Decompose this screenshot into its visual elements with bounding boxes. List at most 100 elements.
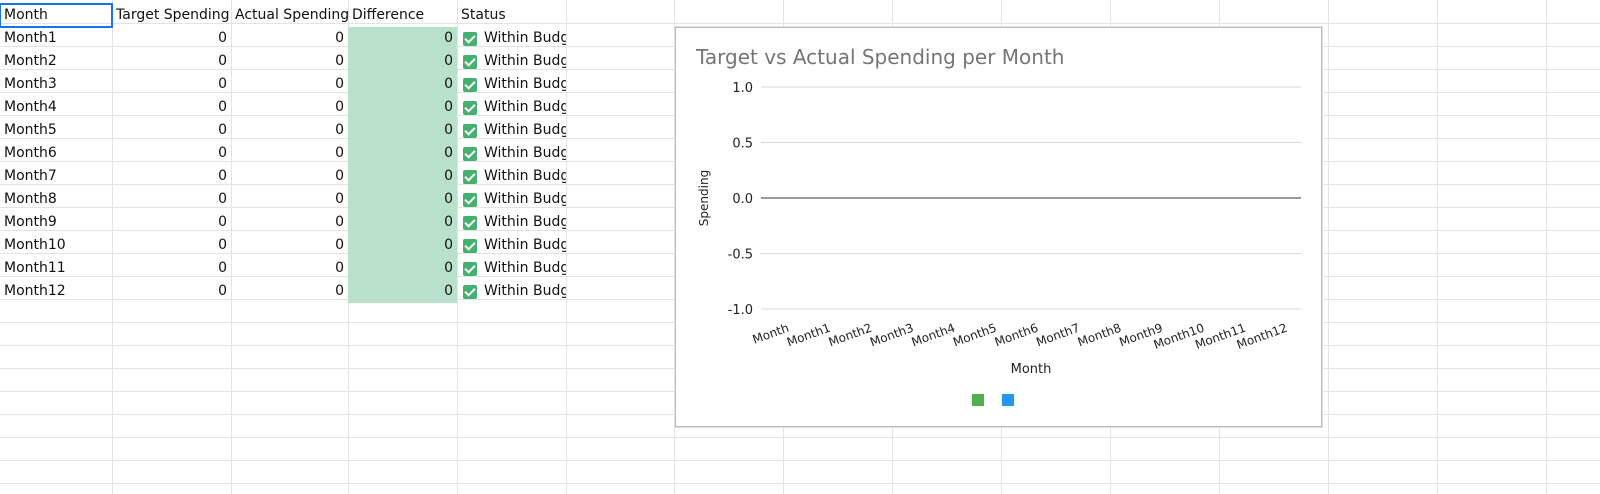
checkbox-checked-icon[interactable] bbox=[463, 77, 477, 92]
y-tick-label: -0.5 bbox=[728, 248, 753, 263]
cell-actual-spending[interactable]: 0 bbox=[335, 191, 344, 207]
cell-target-spending[interactable]: 0 bbox=[218, 260, 227, 276]
cell-actual-spending[interactable]: 0 bbox=[335, 237, 344, 253]
status-text: Within Budget bbox=[484, 30, 566, 46]
x-tick-label: Month4 bbox=[910, 321, 957, 350]
header-actual-spending[interactable]: Actual Spending bbox=[235, 7, 348, 23]
checkbox-checked-icon[interactable] bbox=[463, 238, 477, 253]
grid-column-line bbox=[1328, 0, 1329, 494]
chart-title: Target vs Actual Spending per Month bbox=[695, 45, 1064, 69]
cell-difference[interactable]: 0 bbox=[348, 119, 457, 142]
cell-target-spending[interactable]: 0 bbox=[218, 30, 227, 46]
header-month[interactable]: Month bbox=[0, 3, 113, 28]
spending-chart[interactable]: Target vs Actual Spending per Month 1.0 0.… bbox=[675, 27, 1322, 427]
header-target-spending[interactable]: Target Spending bbox=[116, 7, 230, 23]
cell-difference[interactable]: 0 bbox=[348, 142, 457, 165]
checkbox-checked-icon[interactable] bbox=[463, 31, 477, 46]
cell-difference[interactable]: 0 bbox=[348, 96, 457, 119]
grid-column-line bbox=[1546, 0, 1547, 494]
legend-swatch-1 bbox=[972, 394, 984, 406]
checkbox-checked-icon[interactable] bbox=[463, 123, 477, 138]
checkbox-checked-icon[interactable] bbox=[463, 100, 477, 115]
cell-target-spending[interactable]: 0 bbox=[218, 122, 227, 138]
cell-difference[interactable]: 0 bbox=[348, 211, 457, 234]
cell-actual-spending[interactable]: 0 bbox=[335, 53, 344, 69]
y-tick-label: 0.0 bbox=[732, 192, 753, 207]
checkbox-checked-icon[interactable] bbox=[463, 54, 477, 69]
cell-status[interactable]: Within Budget bbox=[457, 165, 566, 188]
cell-actual-spending[interactable]: 0 bbox=[335, 122, 344, 138]
cell-actual-spending[interactable]: 0 bbox=[335, 30, 344, 46]
cell-status[interactable]: Within Budget bbox=[457, 188, 566, 211]
checkbox-checked-icon[interactable] bbox=[463, 284, 477, 299]
cell-month[interactable]: Month5 bbox=[4, 122, 57, 138]
cell-month[interactable]: Month7 bbox=[4, 168, 57, 184]
header-difference[interactable]: Difference bbox=[352, 7, 425, 23]
cell-month[interactable]: Month2 bbox=[4, 53, 57, 69]
cell-month[interactable]: Month9 bbox=[4, 214, 57, 230]
cell-target-spending[interactable]: 0 bbox=[218, 168, 227, 184]
cell-status[interactable]: Within Budget bbox=[457, 280, 566, 303]
cell-actual-spending[interactable]: 0 bbox=[335, 214, 344, 230]
cell-target-spending[interactable]: 0 bbox=[218, 53, 227, 69]
cell-status[interactable]: Within Budget bbox=[457, 27, 566, 50]
cell-difference[interactable]: 0 bbox=[348, 257, 457, 280]
x-axis-title: Month bbox=[1011, 362, 1052, 377]
cell-actual-spending[interactable]: 0 bbox=[335, 76, 344, 92]
x-tick-label: Month1 bbox=[785, 321, 832, 350]
cell-status[interactable]: Within Budget bbox=[457, 50, 566, 73]
cell-month[interactable]: Month1 bbox=[4, 30, 57, 46]
cell-target-spending[interactable]: 0 bbox=[218, 99, 227, 115]
cell-difference[interactable]: 0 bbox=[348, 280, 457, 303]
cell-month[interactable]: Month6 bbox=[4, 145, 57, 161]
cell-target-spending[interactable]: 0 bbox=[218, 191, 227, 207]
cell-status[interactable]: Within Budget bbox=[457, 142, 566, 165]
cell-status[interactable]: Within Budget bbox=[457, 257, 566, 280]
legend-swatch-2 bbox=[1002, 394, 1014, 406]
cell-actual-spending[interactable]: 0 bbox=[335, 283, 344, 299]
cell-month[interactable]: Month11 bbox=[4, 260, 66, 276]
checkbox-checked-icon[interactable] bbox=[463, 215, 477, 230]
cell-target-spending[interactable]: 0 bbox=[218, 283, 227, 299]
status-text: Within Budget bbox=[484, 145, 566, 161]
cell-actual-spending[interactable]: 0 bbox=[335, 168, 344, 184]
cell-difference[interactable]: 0 bbox=[348, 234, 457, 257]
cell-difference[interactable]: 0 bbox=[348, 165, 457, 188]
checkbox-checked-icon[interactable] bbox=[463, 169, 477, 184]
checkbox-checked-icon[interactable] bbox=[463, 261, 477, 276]
cell-target-spending[interactable]: 0 bbox=[218, 214, 227, 230]
cell-status[interactable]: Within Budget bbox=[457, 119, 566, 142]
cell-difference[interactable]: 0 bbox=[348, 50, 457, 73]
grid-column-line bbox=[457, 0, 458, 494]
x-tick-label: Month5 bbox=[951, 321, 998, 350]
status-text: Within Budget bbox=[484, 76, 566, 92]
cell-target-spending[interactable]: 0 bbox=[218, 145, 227, 161]
checkbox-checked-icon[interactable] bbox=[463, 146, 477, 161]
cell-actual-spending[interactable]: 0 bbox=[335, 260, 344, 276]
cell-difference[interactable]: 0 bbox=[348, 73, 457, 96]
cell-month[interactable]: Month10 bbox=[4, 237, 66, 253]
cell-target-spending[interactable]: 0 bbox=[218, 237, 227, 253]
cell-status[interactable]: Within Budget bbox=[457, 73, 566, 96]
header-status[interactable]: Status bbox=[461, 7, 506, 23]
grid-row-line bbox=[0, 483, 1600, 484]
cell-status[interactable]: Within Budget bbox=[457, 96, 566, 119]
y-tick-label: 1.0 bbox=[732, 81, 753, 96]
checkbox-checked-icon[interactable] bbox=[463, 192, 477, 207]
cell-actual-spending[interactable]: 0 bbox=[335, 145, 344, 161]
cell-difference[interactable]: 0 bbox=[348, 188, 457, 211]
cell-status[interactable]: Within Budget bbox=[457, 211, 566, 234]
x-tick-label: Month6 bbox=[993, 321, 1040, 350]
cell-actual-spending[interactable]: 0 bbox=[335, 99, 344, 115]
cell-month[interactable]: Month3 bbox=[4, 76, 57, 92]
x-tick-label: Month7 bbox=[1034, 321, 1081, 350]
x-tick-label: Month3 bbox=[868, 321, 915, 350]
cell-month[interactable]: Month12 bbox=[4, 283, 66, 299]
status-text: Within Budget bbox=[484, 191, 566, 207]
cell-difference[interactable]: 0 bbox=[348, 27, 457, 50]
grid-column-line bbox=[1437, 0, 1438, 494]
cell-target-spending[interactable]: 0 bbox=[218, 76, 227, 92]
cell-status[interactable]: Within Budget bbox=[457, 234, 566, 257]
cell-month[interactable]: Month8 bbox=[4, 191, 57, 207]
cell-month[interactable]: Month4 bbox=[4, 99, 57, 115]
